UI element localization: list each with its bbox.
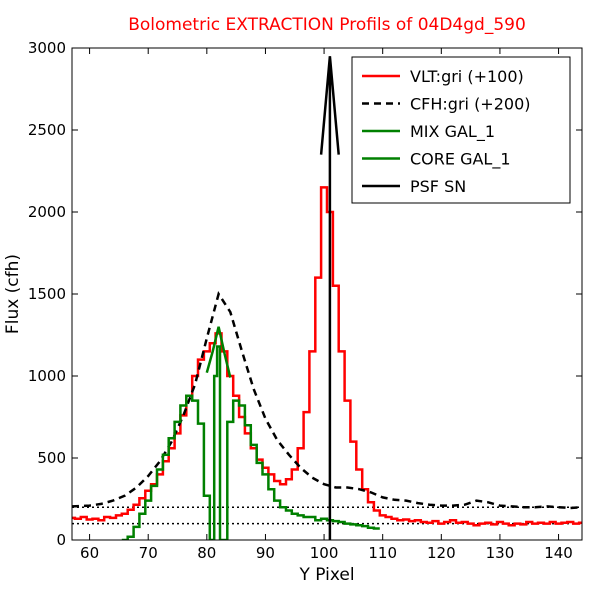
x-tick-label: 100 bbox=[310, 544, 339, 562]
y-tick-label: 3000 bbox=[28, 39, 66, 57]
y-tick-label: 0 bbox=[56, 531, 66, 549]
chart-title: Bolometric EXTRACTION Profils of 04D4gd_… bbox=[128, 15, 526, 35]
y-tick-label: 2500 bbox=[28, 121, 66, 139]
series-vlt-gri-100 bbox=[72, 186, 582, 527]
y-axis-label: Flux (cfh) bbox=[3, 254, 23, 334]
x-tick-label: 60 bbox=[80, 544, 99, 562]
y-tick-label: 1000 bbox=[28, 367, 66, 385]
plot-area bbox=[72, 56, 582, 540]
legend-label: CORE GAL_1 bbox=[410, 150, 511, 170]
series-mix-gal-1 bbox=[121, 345, 380, 540]
x-tick-label: 70 bbox=[139, 544, 158, 562]
legend-label: MIX GAL_1 bbox=[410, 122, 495, 142]
x-tick-label: 110 bbox=[368, 544, 397, 562]
legend-label: PSF SN bbox=[410, 177, 466, 196]
series-psf-sn bbox=[319, 56, 340, 540]
legend-label: VLT:gri (+100) bbox=[410, 67, 524, 86]
x-tick-label: 80 bbox=[197, 544, 216, 562]
x-tick-label: 90 bbox=[256, 544, 275, 562]
x-tick-label: 140 bbox=[544, 544, 573, 562]
y-tick-label: 2000 bbox=[28, 203, 66, 221]
x-axis-label: Y Pixel bbox=[298, 565, 354, 585]
series-core-gal-1 bbox=[205, 326, 232, 378]
axes: 60 70 80 90 100 110 120 130 140 0 500 1000 1500 2000 2… bbox=[28, 39, 583, 562]
y-tick-label: 500 bbox=[37, 449, 66, 467]
x-tick-label: 120 bbox=[427, 544, 456, 562]
legend-label: CFH:gri (+200) bbox=[410, 95, 531, 114]
legend: VLT:gri (+100) CFH:gri (+200) MIX GAL_1 COR… bbox=[351, 56, 571, 204]
y-tick-label: 1500 bbox=[28, 285, 66, 303]
series-cfh-gri-200 bbox=[72, 290, 582, 510]
x-tick-label: 130 bbox=[486, 544, 515, 562]
